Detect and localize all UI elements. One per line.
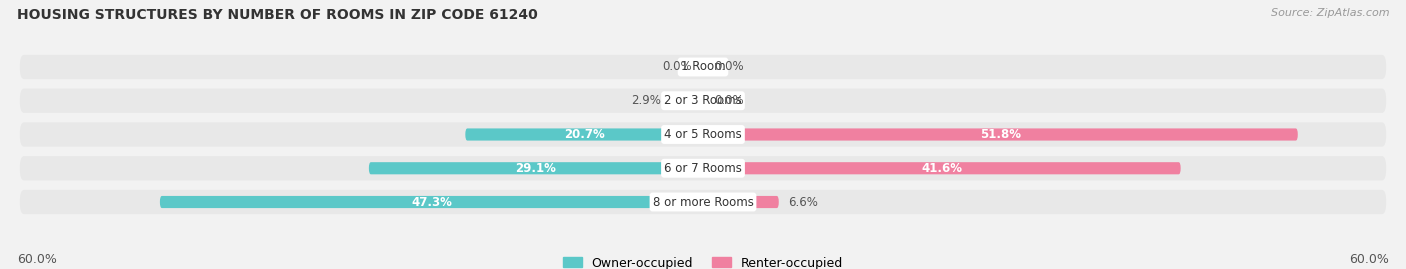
- Text: 1 Room: 1 Room: [681, 61, 725, 73]
- FancyBboxPatch shape: [368, 162, 703, 174]
- Text: 8 or more Rooms: 8 or more Rooms: [652, 196, 754, 208]
- Text: 60.0%: 60.0%: [1350, 253, 1389, 266]
- FancyBboxPatch shape: [465, 128, 703, 141]
- Text: 0.0%: 0.0%: [714, 61, 744, 73]
- Text: 0.0%: 0.0%: [714, 94, 744, 107]
- Text: 47.3%: 47.3%: [411, 196, 451, 208]
- FancyBboxPatch shape: [20, 55, 1386, 79]
- FancyBboxPatch shape: [669, 95, 703, 107]
- FancyBboxPatch shape: [20, 156, 1386, 180]
- Text: 2.9%: 2.9%: [631, 94, 661, 107]
- Text: 6 or 7 Rooms: 6 or 7 Rooms: [664, 162, 742, 175]
- Legend: Owner-occupied, Renter-occupied: Owner-occupied, Renter-occupied: [558, 252, 848, 269]
- FancyBboxPatch shape: [160, 196, 703, 208]
- FancyBboxPatch shape: [703, 162, 1181, 174]
- FancyBboxPatch shape: [703, 128, 1298, 141]
- Text: 0.0%: 0.0%: [662, 61, 692, 73]
- Text: 29.1%: 29.1%: [516, 162, 557, 175]
- FancyBboxPatch shape: [20, 89, 1386, 113]
- Text: 41.6%: 41.6%: [921, 162, 962, 175]
- Text: 20.7%: 20.7%: [564, 128, 605, 141]
- Text: 4 or 5 Rooms: 4 or 5 Rooms: [664, 128, 742, 141]
- FancyBboxPatch shape: [703, 196, 779, 208]
- Text: HOUSING STRUCTURES BY NUMBER OF ROOMS IN ZIP CODE 61240: HOUSING STRUCTURES BY NUMBER OF ROOMS IN…: [17, 8, 537, 22]
- Text: 51.8%: 51.8%: [980, 128, 1021, 141]
- Text: 2 or 3 Rooms: 2 or 3 Rooms: [664, 94, 742, 107]
- FancyBboxPatch shape: [20, 190, 1386, 214]
- FancyBboxPatch shape: [20, 122, 1386, 147]
- Text: Source: ZipAtlas.com: Source: ZipAtlas.com: [1271, 8, 1389, 18]
- Text: 6.6%: 6.6%: [787, 196, 818, 208]
- Text: 60.0%: 60.0%: [17, 253, 56, 266]
